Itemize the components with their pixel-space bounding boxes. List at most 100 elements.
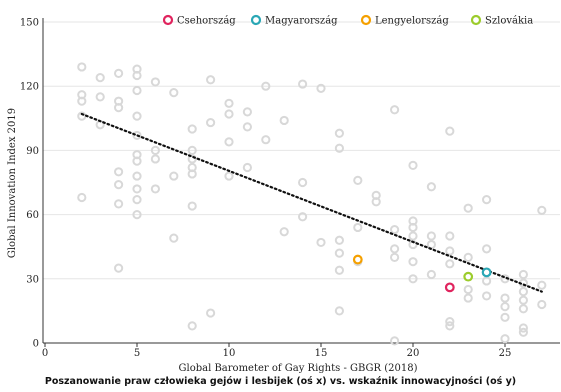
data-point [537,280,547,290]
data-point [77,192,87,203]
data-point-lengyelország [352,254,363,265]
data-point [132,171,142,181]
data-point-szlovákia [463,271,474,282]
data-point [353,175,363,185]
data-point [316,83,326,93]
data-point [224,171,234,181]
data-point [408,231,418,241]
data-point [187,169,197,179]
data-point [518,269,529,280]
data-point [114,103,124,113]
y-tick-label: 150 [20,18,39,29]
grid-lines [43,21,560,280]
data-point [224,137,234,147]
y-axis-ticks: 0 30 60 90 120 150 [20,18,39,350]
data-point [114,68,124,78]
data-point [132,210,142,220]
trendline-dotted [80,112,543,293]
data-point [518,295,529,305]
legend-marker [360,14,372,26]
data-point [408,160,418,170]
data-point [353,222,363,233]
data-point [500,312,510,322]
data-point [445,231,455,241]
data-point [445,317,455,327]
data-point [279,227,289,237]
data-point [206,75,216,85]
data-point [408,222,418,233]
data-point [445,246,455,256]
data-point [463,284,473,295]
data-point [445,259,455,269]
legend-label: Magyarország [265,16,338,27]
trendline [80,112,543,293]
data-point [114,180,124,190]
data-point [482,195,492,205]
data-point [390,244,400,254]
x-tick-label: 0 [42,348,48,359]
data-point [371,197,381,207]
data-point [169,233,179,243]
legend-marker [162,14,174,26]
data-point [224,109,234,119]
legend-label: Csehország [177,16,236,27]
data-point [279,115,289,126]
data-point [426,239,436,250]
data-point [537,299,547,310]
data-point [518,304,529,314]
y-tick-label: 90 [26,146,39,157]
data-point [132,156,142,166]
data-point [132,70,142,81]
data-point [150,77,160,87]
data-point [169,171,179,181]
data-point [390,252,400,262]
x-tick-label: 15 [315,348,328,359]
data-point [334,265,344,275]
other-countries-points [77,62,547,346]
data-point [390,224,400,235]
y-tick-label: 60 [26,210,39,221]
data-point [206,308,216,318]
data-point [426,269,436,280]
data-point [500,302,510,312]
data-point [261,81,271,91]
data-point [187,145,197,155]
data-point [150,145,160,155]
x-axis-title: Global Barometer of Gay Rights - GBGR (2… [179,363,418,374]
data-point [114,199,124,209]
data-point [426,182,436,192]
legend-label: Lengyelország [375,16,449,27]
data-point-magyarország [481,267,492,278]
data-point [150,154,160,164]
data-point [298,212,308,222]
data-point [298,177,308,188]
data-point [482,244,492,254]
data-point [187,154,197,164]
data-point [482,276,492,286]
data-point [334,128,344,138]
data-point [95,73,105,83]
legend-marker [250,14,262,26]
data-point [408,274,418,284]
data-point [132,111,142,121]
x-axis-ticks: 0 5 10 15 20 25 [42,343,512,359]
data-point [316,237,326,248]
data-point [242,122,252,132]
data-point [114,167,124,177]
data-point [132,184,142,194]
x-tick-label: 20 [407,348,420,359]
data-point [242,107,252,117]
data-point [390,336,400,346]
x-tick-label: 5 [134,348,140,359]
legend-label: Szlovákia [485,16,533,27]
x-tick-label: 25 [499,348,512,359]
data-point [500,293,510,303]
legend: Csehország Magyarország Lengyelország Szlov… [162,14,533,27]
data-point [187,201,197,211]
data-point [169,88,179,98]
data-point [77,62,87,72]
y-tick-label: 30 [26,274,39,285]
data-point [445,321,455,331]
data-point [132,130,142,141]
